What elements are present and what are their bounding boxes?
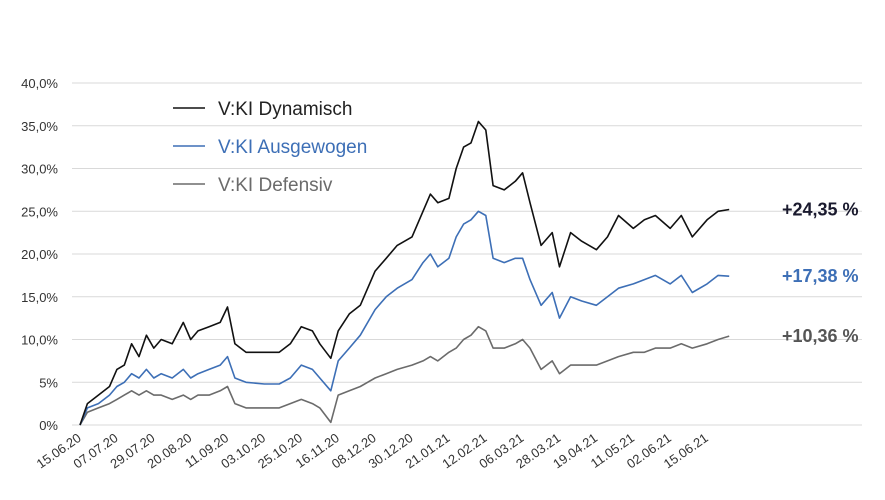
legend-label: V:KI Ausgewogen bbox=[218, 137, 367, 158]
end-label-v-ki-dynamisch: +24,35 % bbox=[782, 200, 859, 220]
series-line-v-ki-defensiv bbox=[79, 325, 730, 426]
series-line-v-ki-dynamisch bbox=[79, 120, 730, 426]
y-tick-label: 5% bbox=[39, 375, 58, 390]
y-tick-label: 20,0% bbox=[21, 247, 58, 262]
y-tick-label: 35,0% bbox=[21, 119, 58, 134]
end-labels: +24,35 % +17,38 % +10,36 % bbox=[782, 200, 859, 347]
end-label-v-ki-defensiv: +10,36 % bbox=[782, 326, 859, 346]
y-tick-label: 25,0% bbox=[21, 204, 58, 219]
y-tick-label: 0% bbox=[39, 418, 58, 433]
gridlines bbox=[72, 82, 862, 426]
y-tick-label: 10,0% bbox=[21, 333, 58, 348]
series-line-v-ki-ausgewogen bbox=[79, 210, 730, 426]
legend-label: V:KI Defensiv bbox=[218, 175, 333, 196]
series-lines bbox=[79, 120, 730, 426]
y-tick-label: 15,0% bbox=[21, 290, 58, 305]
end-label-v-ki-ausgewogen: +17,38 % bbox=[782, 266, 859, 286]
y-tick-label: 40,0% bbox=[21, 76, 58, 91]
y-axis-ticks: 0% 5% 10,0% 15,0% 20,0% 25,0% 30,0% 35,0% 40,0% bbox=[21, 76, 58, 433]
legend-label: V:KI Dynamisch bbox=[218, 99, 352, 120]
y-tick-label: 30,0% bbox=[21, 162, 58, 177]
legend: V:KI Dynamisch V:KI Ausgewogen V:KI Defens… bbox=[173, 99, 367, 196]
x-axis-ticks: 15.06.2007.07.2029.07.2020.08.2011.09.20… bbox=[34, 430, 711, 471]
